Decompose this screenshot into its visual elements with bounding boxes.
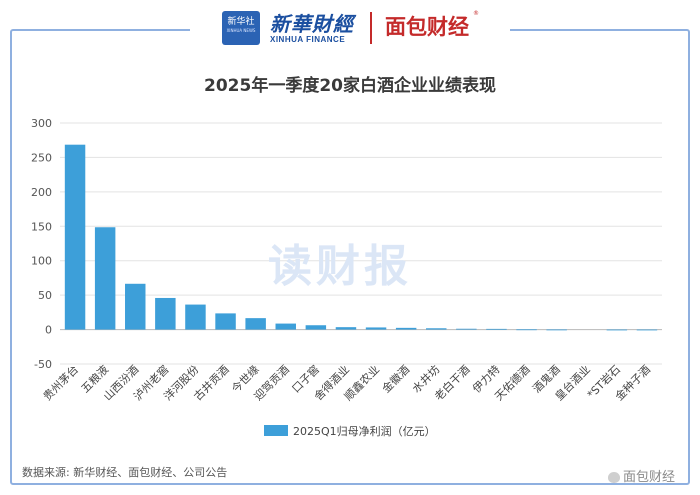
y-tick-label: 200 <box>31 186 52 199</box>
bar <box>335 327 357 330</box>
bar <box>456 328 477 330</box>
xinhua-logo-icon <box>222 11 260 45</box>
bar <box>125 283 146 330</box>
y-tick-label: 0 <box>45 324 52 337</box>
bar <box>245 318 266 330</box>
watermark: 读财报 <box>268 241 412 292</box>
y-tick-label: 100 <box>31 255 52 268</box>
bar <box>305 325 327 330</box>
weibo-watermark: 面包财经 <box>608 466 675 485</box>
registered-mark: ® <box>473 10 479 17</box>
brand-mianbao: 面包财经 <box>385 15 469 39</box>
brand-xinhua-finance: 新華財經 <box>270 12 354 36</box>
weibo-icon <box>608 472 620 483</box>
bar <box>94 227 116 330</box>
bar <box>606 329 628 331</box>
bar <box>275 323 296 330</box>
bar <box>426 328 447 330</box>
bar <box>155 297 176 330</box>
bar <box>185 304 206 330</box>
bar <box>395 327 417 330</box>
xinhua-logo-text: 新华社 <box>227 17 255 27</box>
y-tick-label: 50 <box>38 289 52 302</box>
x-tick-label: 金徽酒 <box>379 362 412 395</box>
weibo-handle: 面包财经 <box>623 470 676 485</box>
bar <box>215 313 236 330</box>
legend-swatch <box>264 425 288 436</box>
brand-divider <box>370 12 372 44</box>
xinhua-logo-subtext: XINHUA NEWS <box>226 28 256 33</box>
y-tick-label: -50 <box>34 358 52 371</box>
chart-title: 2025年一季度20家白酒企业业绩表现 <box>204 76 496 96</box>
bar <box>516 329 537 331</box>
y-tick-label: 300 <box>31 117 52 130</box>
bar <box>365 327 387 330</box>
source-note: 数据来源: 新华财经、面包财经、公司公告 <box>22 466 228 479</box>
y-tick-label: 150 <box>31 220 52 233</box>
brand-xinhua-finance-en: XINHUA FINANCE <box>270 35 346 44</box>
bar <box>546 329 567 331</box>
bar <box>636 329 658 331</box>
bar <box>486 328 507 330</box>
legend-label: 2025Q1归母净利润（亿元） <box>293 425 436 438</box>
bar <box>64 144 86 330</box>
y-tick-label: 250 <box>31 151 52 164</box>
